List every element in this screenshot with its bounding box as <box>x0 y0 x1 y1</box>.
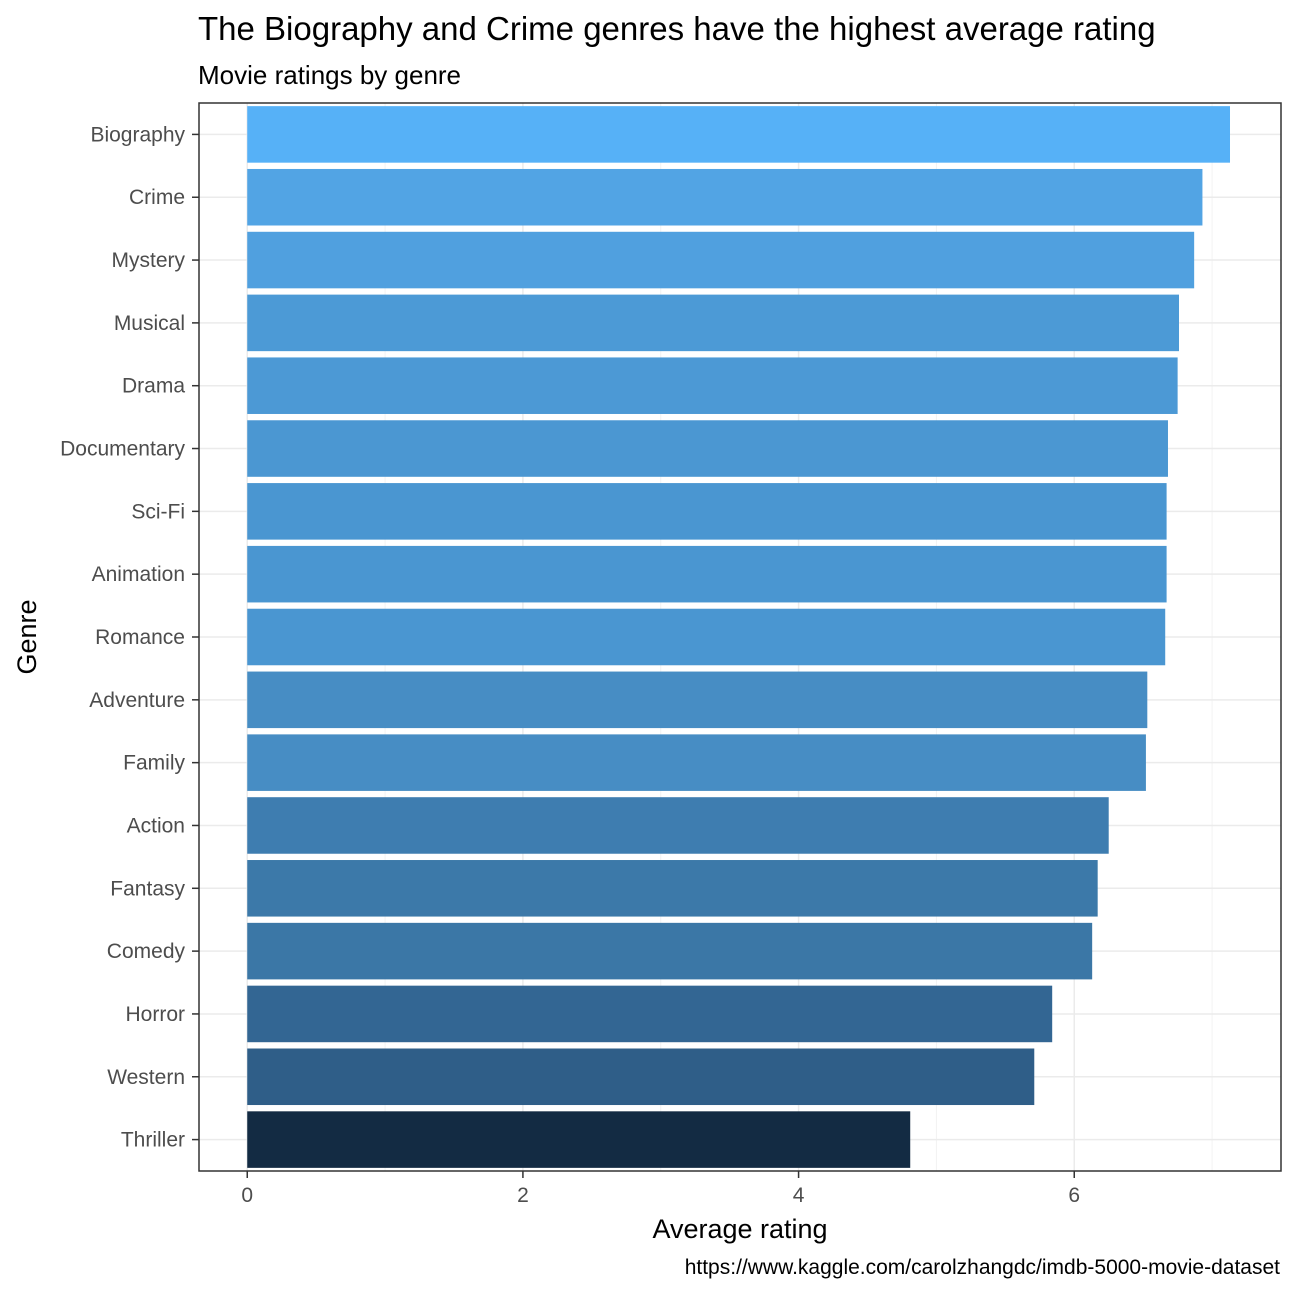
y-tick-label: Musical <box>114 312 185 335</box>
bar-drama <box>247 357 1178 414</box>
bar-documentary <box>247 420 1168 477</box>
y-tick-label: Romance <box>95 626 185 649</box>
chart-subtitle: Movie ratings by genre <box>198 60 462 90</box>
y-tick-label: Sci-Fi <box>131 500 185 523</box>
y-tick-label: Biography <box>90 123 185 146</box>
bar-musical <box>247 294 1180 352</box>
bar-fantasy <box>247 860 1098 917</box>
bar-adventure <box>247 671 1148 729</box>
chart-title: The Biography and Crime genres have the … <box>198 10 1156 47</box>
bar-biography <box>247 106 1231 163</box>
y-tick-label: Family <box>123 752 185 775</box>
x-tick-label: 4 <box>793 1184 805 1207</box>
y-tick-label: Animation <box>92 563 185 586</box>
bar-western <box>247 1048 1035 1106</box>
y-tick-label: Thriller <box>121 1129 185 1152</box>
y-axis-title: Genre <box>12 599 42 674</box>
y-tick-label: Western <box>107 1066 185 1089</box>
y-tick-label: Adventure <box>89 689 185 712</box>
bars <box>247 106 1231 1168</box>
x-tick-label: 0 <box>241 1184 253 1207</box>
x-axis-title: Average rating <box>652 1214 827 1244</box>
bar-comedy <box>247 922 1093 980</box>
y-tick-label: Mystery <box>112 249 186 272</box>
bar-mystery <box>247 231 1195 289</box>
bar-sci-fi <box>247 483 1167 540</box>
y-tick-label: Fantasy <box>110 877 185 900</box>
bar-thriller <box>247 1111 911 1168</box>
bar-crime <box>247 168 1203 226</box>
y-tick-label: Drama <box>122 375 185 398</box>
y-axis: Biography Crime Mystery Musical Drama Documen… <box>60 123 199 1152</box>
bar-action <box>247 797 1109 854</box>
bar-family <box>247 734 1146 791</box>
x-axis: 0 2 4 6 <box>241 1171 1080 1207</box>
y-tick-label: Horror <box>125 1003 185 1026</box>
y-tick-label: Crime <box>129 186 185 209</box>
chart-caption: https://www.kaggle.com/carolzhangdc/imdb… <box>684 1256 1280 1279</box>
y-tick-label: Action <box>127 814 185 837</box>
y-tick-label: Documentary <box>60 438 185 461</box>
y-tick-label: Comedy <box>107 940 186 963</box>
x-tick-label: 6 <box>1068 1184 1080 1207</box>
bar-horror <box>247 985 1053 1043</box>
bar-romance <box>247 608 1166 666</box>
bar-animation <box>247 545 1167 603</box>
x-tick-label: 2 <box>517 1184 529 1207</box>
